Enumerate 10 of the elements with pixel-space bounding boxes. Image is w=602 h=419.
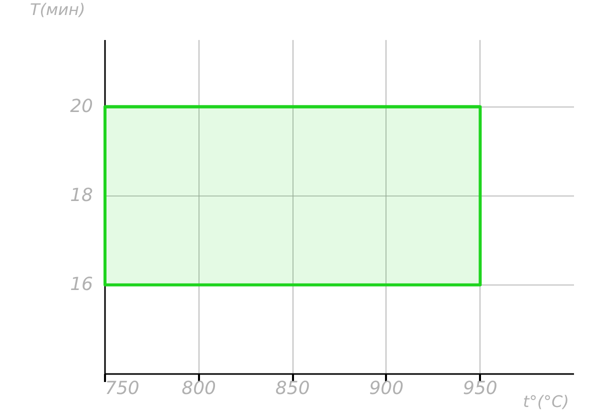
y-axis-title: T(мин) (30, 0, 86, 19)
x-tick-label: 850 (275, 378, 310, 399)
y-tick-label: 18 (70, 184, 93, 206)
x-axis-title: t°(°C) (523, 392, 569, 411)
x-tick-label: 750 (105, 378, 140, 399)
y-tick-label: 16 (70, 274, 93, 295)
x-tick-label: 800 (182, 378, 216, 399)
x-tick-label: 900 (369, 378, 404, 399)
x-tick-label: 950 (463, 378, 498, 399)
y-tick-label: 20 (70, 96, 93, 117)
